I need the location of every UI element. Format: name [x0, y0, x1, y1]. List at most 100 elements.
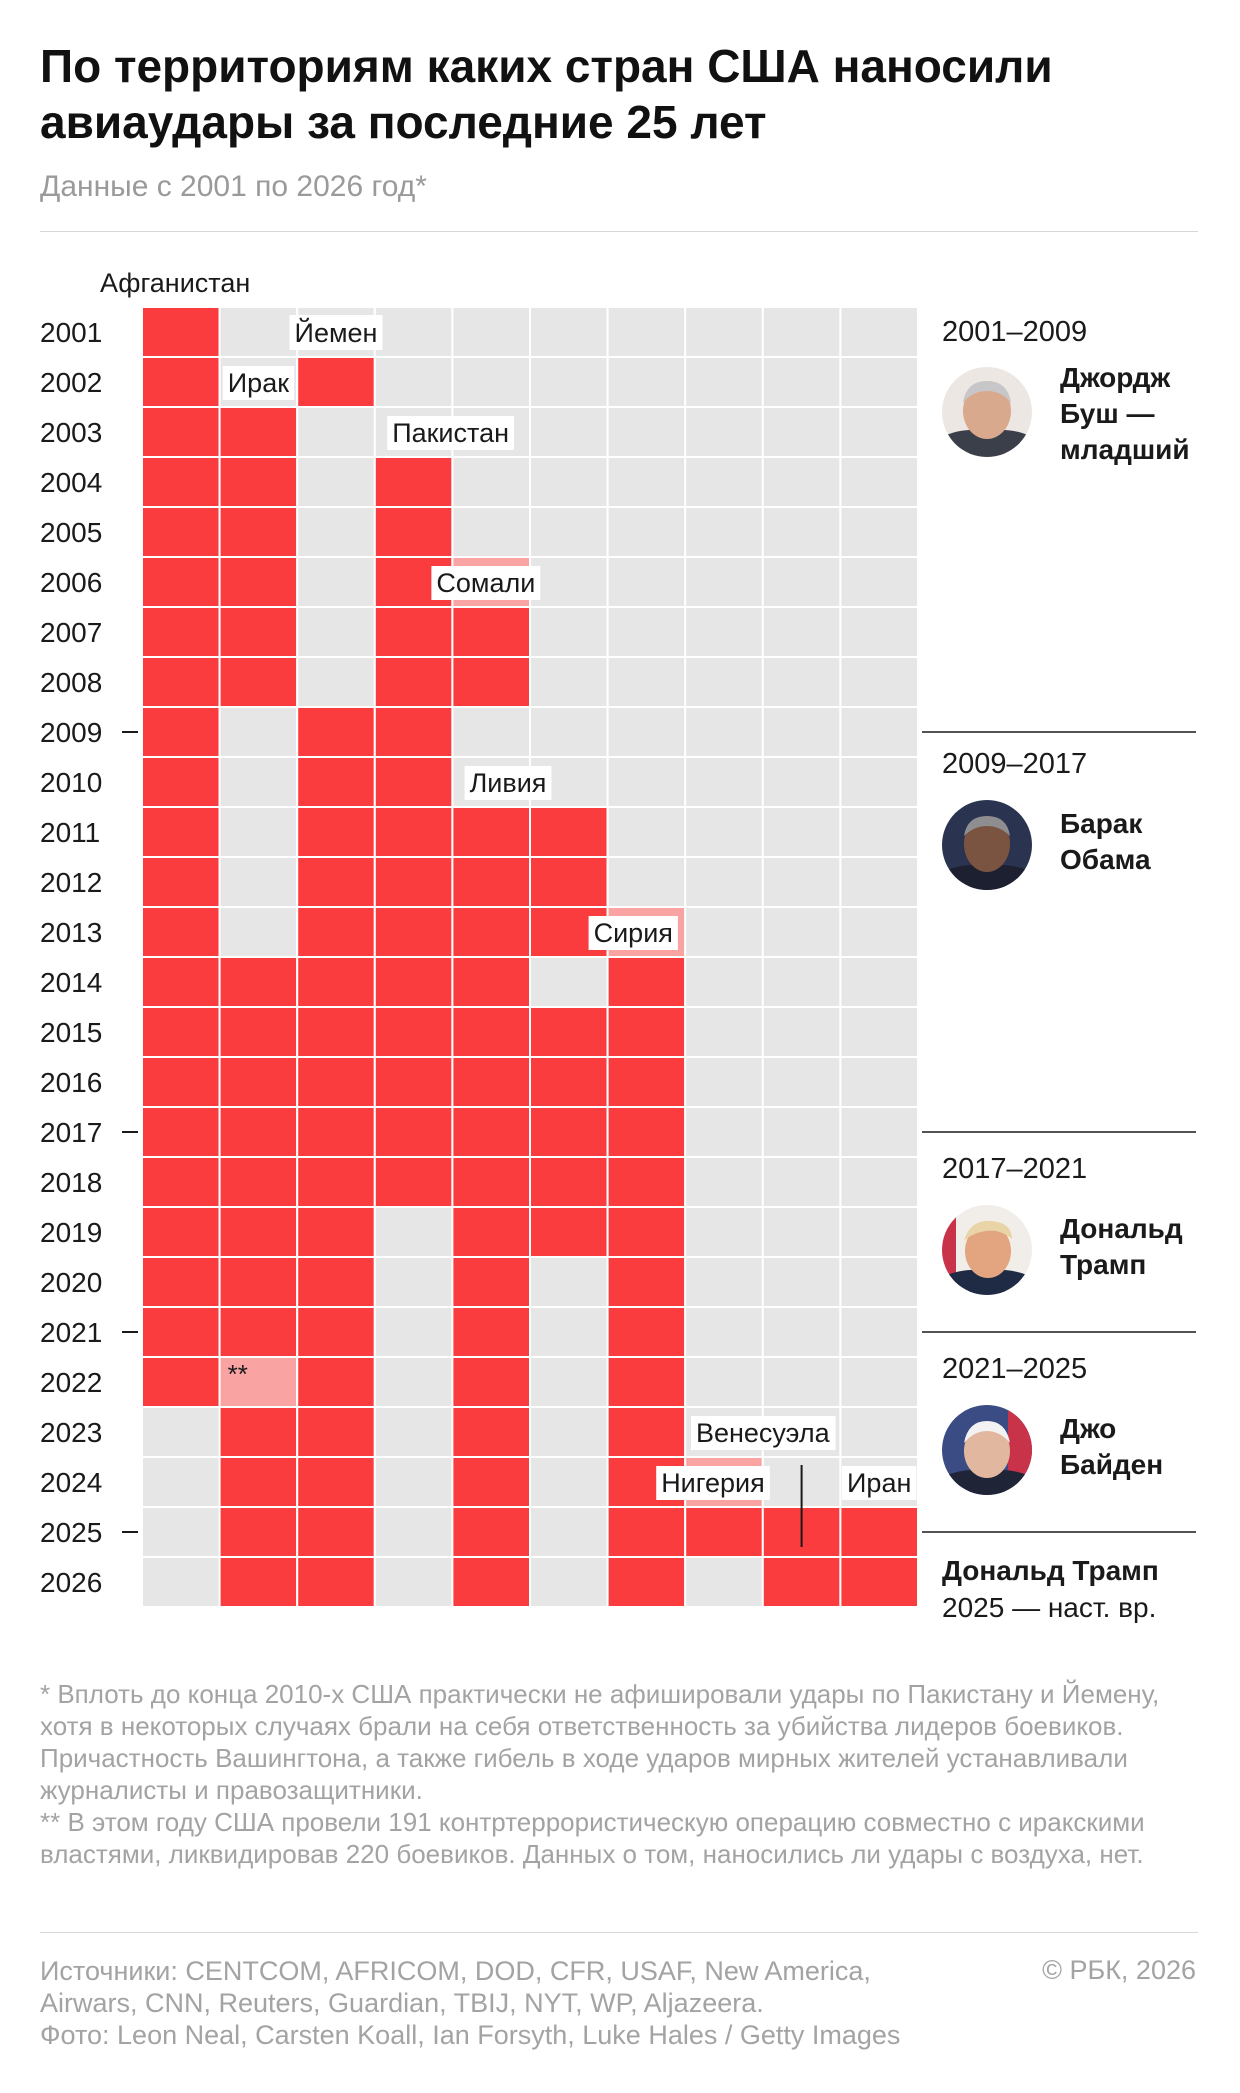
year-label: 2009 — [40, 717, 102, 748]
heatmap-cell — [373, 1356, 454, 1408]
heatmap-cell — [839, 956, 920, 1008]
president-trump2-period: 2025 — наст. вр. — [942, 1592, 1157, 1623]
heatmap-cell — [606, 1406, 687, 1458]
year-label: 2011 — [40, 817, 100, 848]
heatmap-cell — [141, 406, 221, 458]
copyright: © РБК, 2026 — [1042, 1955, 1196, 1985]
heatmap-cell — [761, 356, 842, 408]
heatmap-cell — [684, 656, 764, 708]
year-label: 2024 — [40, 1467, 102, 1498]
heatmap-cell — [839, 1106, 920, 1158]
heatmap-cell — [141, 1156, 221, 1208]
heatmap-cell — [141, 1506, 221, 1558]
heatmap-cell — [684, 906, 764, 958]
year-label: 2019 — [40, 1217, 102, 1248]
heatmap-cell — [373, 506, 454, 558]
heatmap-cell — [839, 406, 920, 458]
heatmap-cell — [141, 956, 221, 1008]
heatmap-cell — [839, 706, 920, 758]
country-label-bg — [842, 1466, 917, 1500]
heatmap-cell — [761, 606, 842, 658]
heatmap-cell — [296, 1456, 376, 1508]
year-label: 2001 — [40, 317, 102, 348]
heatmap-cell — [606, 1006, 687, 1058]
year-label: 2017 — [40, 1117, 102, 1148]
heatmap-cell — [606, 606, 687, 658]
heatmap-cell — [839, 1406, 920, 1458]
heatmap-cell — [141, 556, 221, 608]
heatmap-cell — [218, 806, 299, 858]
heatmap-cell — [839, 906, 920, 958]
country-label: Ирак — [228, 368, 289, 398]
heatmap-cell — [141, 1106, 221, 1158]
portrait-obama — [942, 800, 1032, 890]
year-label: 2004 — [40, 467, 102, 498]
heatmap-cell — [218, 1556, 299, 1608]
heatmap-cell — [451, 1106, 531, 1158]
heatmap-cell — [529, 706, 609, 758]
heatmap-cell — [218, 856, 299, 908]
heatmap-cell — [373, 956, 454, 1008]
country-label: Афганистан — [100, 268, 250, 298]
heatmap-cell — [684, 306, 764, 358]
portrait-biden — [942, 1405, 1032, 1495]
footnote-1: * Вплоть до конца 2010-х США практически… — [40, 1679, 1160, 1805]
heatmap-cell — [451, 1256, 531, 1308]
heatmap-cell — [529, 1206, 609, 1258]
heatmap-cell — [451, 1056, 531, 1108]
country-label-bg — [95, 266, 256, 300]
heatmap-cell — [761, 506, 842, 558]
heatmap-cell — [218, 1106, 299, 1158]
heatmap-cell — [761, 656, 842, 708]
heatmap-cell — [218, 906, 299, 958]
heatmap-cell — [141, 1356, 221, 1408]
heatmap-cell — [218, 1256, 299, 1308]
country-label: Йемен — [295, 317, 378, 348]
heatmap-cell — [218, 1406, 299, 1458]
heatmap-cell — [451, 1206, 531, 1258]
heatmap-cell — [296, 656, 376, 708]
president-biden-period: 2021–2025 — [942, 1353, 1088, 1385]
heatmap-cell — [141, 856, 221, 908]
country-label: Сомали — [436, 568, 535, 598]
heatmap-cell — [606, 956, 687, 1008]
year-label: 2025 — [40, 1517, 102, 1548]
heatmap-cell — [606, 406, 687, 458]
header-divider — [40, 231, 1198, 232]
heatmap-cell — [684, 1006, 764, 1058]
heatmap-cell — [141, 1306, 221, 1358]
heatmap-cell — [218, 1306, 299, 1358]
heatmap-cell — [684, 1556, 764, 1608]
heatmap-cell — [141, 506, 221, 558]
year-label: 2016 — [40, 1067, 102, 1098]
portrait-trump — [942, 1205, 1032, 1295]
heatmap-cell — [296, 456, 376, 508]
president-bush-period: 2001–2009 — [942, 316, 1088, 348]
heatmap-cell — [373, 856, 454, 908]
heatmap-cell — [606, 1056, 687, 1108]
heatmap-cell — [839, 356, 920, 408]
heatmap-cell — [606, 656, 687, 708]
heatmap-cell — [529, 856, 609, 908]
heatmap-cell — [296, 606, 376, 658]
heatmap-cell — [218, 406, 299, 458]
heatmap-cell — [296, 406, 376, 458]
heatmap-cell — [606, 1106, 687, 1158]
heatmap-cell — [606, 506, 687, 558]
heatmap-cell — [839, 1156, 920, 1208]
heatmap-cell — [218, 606, 299, 658]
heatmap-cell — [296, 556, 376, 608]
heatmap-cell — [529, 506, 609, 558]
heatmap-cell — [218, 456, 299, 508]
heatmap-cell — [451, 606, 531, 658]
heatmap-cell — [684, 1506, 764, 1558]
heatmap-cell — [684, 506, 764, 558]
heatmap-cell — [141, 656, 221, 708]
heatmap-cell — [606, 556, 687, 608]
heatmap-cell — [839, 506, 920, 558]
heatmap-cell — [839, 856, 920, 908]
president-trump-name: Дональд Трамп — [1060, 1213, 1183, 1280]
year-label: 2026 — [40, 1567, 102, 1598]
heatmap-cell — [684, 806, 764, 858]
heatmap-cell — [218, 956, 299, 1008]
